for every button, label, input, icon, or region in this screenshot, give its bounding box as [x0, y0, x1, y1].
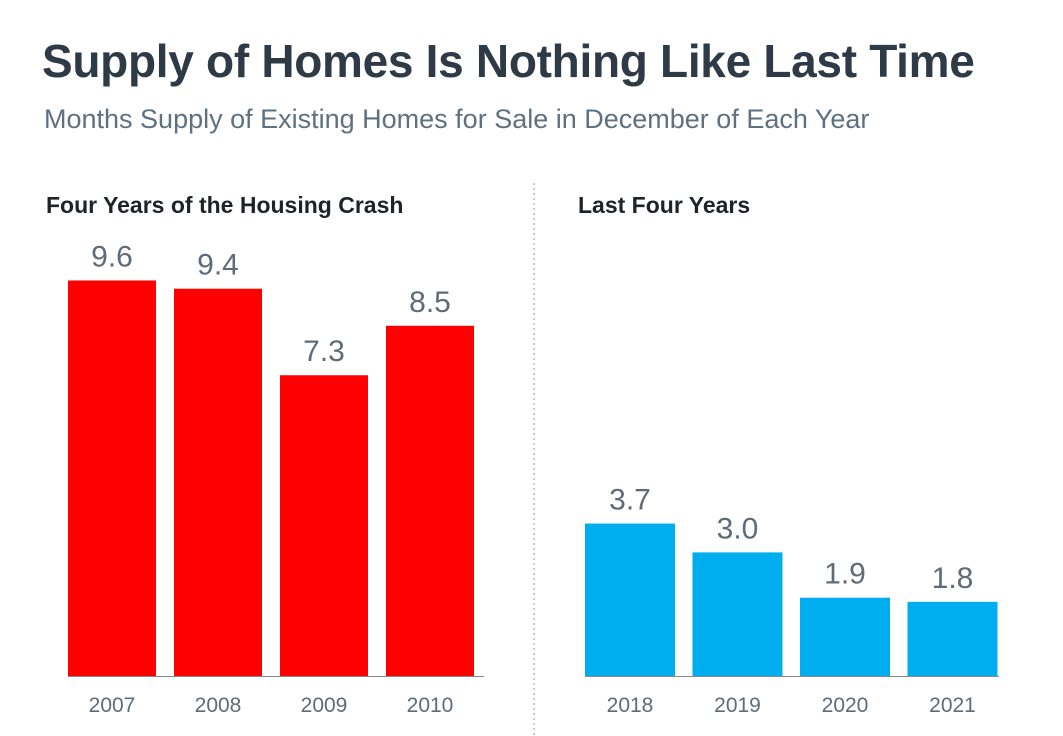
crash-bar-2009: [280, 375, 368, 676]
recent-bar-2020: [800, 597, 890, 676]
crash-bar-2007: [68, 280, 156, 676]
crash-value-label-2009: 7.3: [303, 335, 345, 368]
crash-tick-label-2010: 2010: [407, 694, 454, 717]
recent-tick-label-2019: 2019: [714, 694, 761, 717]
crash-bar-2010: [386, 325, 474, 676]
recent-value-label-2019: 3.0: [717, 512, 759, 545]
crash-tick-label-2008: 2008: [195, 694, 242, 717]
crash-bar-chart: 9.6 2007 9.4 2008 7.3 2009 8.5 2010: [68, 240, 484, 717]
crash-tick-label-2009: 2009: [301, 694, 348, 717]
recent-bar-2021: [907, 601, 998, 676]
recent-panel-title: Last Four Years: [578, 192, 751, 218]
crash-value-label-2008: 9.4: [197, 249, 239, 282]
page-subtitle: Months Supply of Existing Homes for Sale…: [44, 104, 870, 134]
recent-bar-2019: [692, 552, 783, 676]
recent-tick-label-2018: 2018: [607, 694, 654, 717]
crash-tick-label-2007: 2007: [89, 694, 136, 717]
crash-bar-2008: [174, 288, 262, 676]
crash-value-label-2007: 9.6: [91, 240, 133, 273]
recent-bar-chart: 3.7 2018 3.0 2019 1.9 2020 1.8 2021: [585, 484, 999, 717]
crash-panel-title: Four Years of the Housing Crash: [46, 192, 404, 218]
recent-value-label-2018: 3.7: [609, 484, 651, 517]
recent-bar-2018: [585, 523, 675, 676]
recent-value-label-2021: 1.8: [932, 562, 974, 595]
page-title: Supply of Homes Is Nothing Like Last Tim…: [42, 35, 975, 87]
crash-value-label-2010: 8.5: [409, 286, 451, 319]
recent-value-label-2020: 1.9: [824, 558, 866, 591]
recent-tick-label-2020: 2020: [822, 694, 869, 717]
recent-tick-label-2021: 2021: [929, 694, 976, 717]
